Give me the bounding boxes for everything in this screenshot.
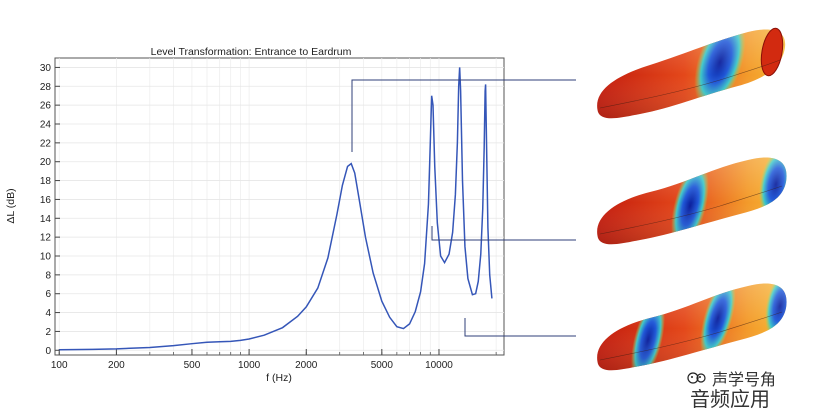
y-tick-label: 4 (45, 308, 51, 319)
watermark-line-1: 声学号角 (712, 370, 776, 389)
mode-shape-1 (597, 27, 786, 119)
chart-title: Level Transformation: Entrance to Eardru… (151, 46, 352, 58)
y-tick-label: 14 (40, 214, 52, 225)
x-tick-label: 1000 (238, 360, 261, 371)
watermark-logo-icon (687, 372, 706, 384)
y-tick-label: 26 (40, 101, 52, 112)
x-axis-label: f (Hz) (266, 372, 292, 384)
x-tick-label: 200 (108, 360, 125, 371)
connector-lines (351, 79, 576, 337)
mode-shape-2 (597, 157, 787, 245)
y-tick-label: 22 (40, 138, 52, 149)
plot-area (54, 57, 505, 356)
y-tick-label: 20 (40, 157, 52, 168)
x-tick-label: 10000 (425, 360, 453, 371)
y-tick-label: 30 (40, 63, 52, 74)
y-tick-label: 16 (40, 195, 52, 206)
connector-line-3 (464, 318, 576, 337)
y-tick-label: 18 (40, 176, 52, 187)
watermark: 声学号角 音频应用 (687, 370, 776, 411)
connector-line-1 (351, 79, 576, 152)
series-line (59, 67, 493, 351)
y-tick-label: 0 (45, 346, 51, 357)
x-tick-label: 100 (51, 360, 68, 371)
y-tick-label: 24 (40, 120, 52, 131)
y-tick-label: 2 (45, 327, 51, 338)
x-tick-label: 5000 (371, 360, 394, 371)
y-tick-label: 6 (45, 289, 51, 300)
connector-line-2 (431, 226, 576, 241)
x-tick-label: 2000 (295, 360, 318, 371)
x-tick-label: 500 (184, 360, 201, 371)
watermark-line-2: 音频应用 (690, 387, 770, 411)
x-axis: 100 200 500 1000 2000 5000 10000 (51, 349, 497, 371)
y-axis-label: ΔL (dB) (5, 188, 17, 223)
gridlines (55, 58, 504, 355)
y-tick-label: 8 (45, 270, 51, 281)
y-tick-label: 10 (40, 252, 52, 263)
y-tick-label: 12 (40, 233, 52, 244)
y-tick-label: 28 (40, 82, 52, 93)
mode-shape-3 (597, 283, 787, 371)
